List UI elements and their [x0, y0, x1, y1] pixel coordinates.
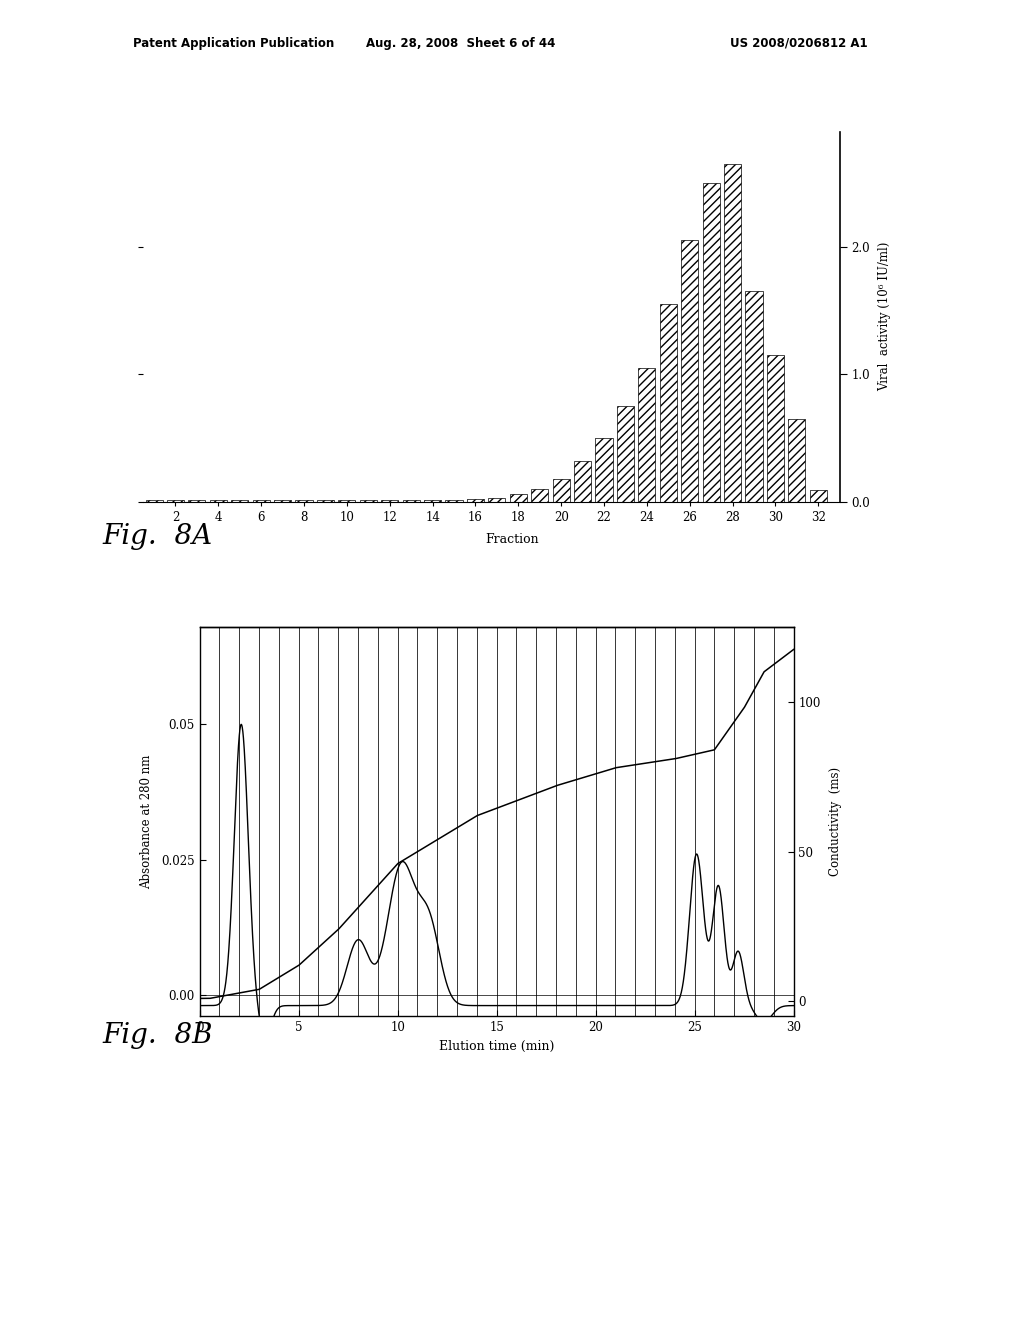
Bar	[810, 490, 826, 502]
Bar	[638, 368, 655, 502]
Bar	[574, 461, 591, 502]
Bar	[724, 164, 741, 502]
Text: US 2008/0206812 A1: US 2008/0206812 A1	[730, 37, 867, 50]
Bar	[553, 479, 569, 502]
Bar	[531, 488, 548, 502]
Bar	[767, 355, 784, 502]
Bar	[702, 183, 720, 502]
Bar	[788, 418, 806, 502]
Bar	[488, 498, 506, 502]
X-axis label: Elution time (min): Elution time (min)	[439, 1040, 554, 1053]
Y-axis label: Viral  activity (10⁶ IU/ml): Viral activity (10⁶ IU/ml)	[879, 242, 892, 392]
Bar	[616, 407, 634, 502]
Text: Aug. 28, 2008  Sheet 6 of 44: Aug. 28, 2008 Sheet 6 of 44	[367, 37, 555, 50]
Bar	[467, 499, 484, 502]
Y-axis label: Conductivity  (ms): Conductivity (ms)	[829, 767, 842, 876]
Text: Fraction: Fraction	[485, 533, 539, 546]
Y-axis label: Absorbance at 280 nm: Absorbance at 280 nm	[140, 755, 153, 888]
Bar	[595, 438, 612, 502]
Bar	[681, 240, 698, 502]
Text: Patent Application Publication: Patent Application Publication	[133, 37, 335, 50]
Bar	[510, 494, 527, 502]
Text: Fig.  8B: Fig. 8B	[102, 1022, 213, 1049]
Text: Fig.  8A: Fig. 8A	[102, 523, 213, 550]
Bar	[659, 304, 677, 502]
Bar	[745, 292, 763, 502]
